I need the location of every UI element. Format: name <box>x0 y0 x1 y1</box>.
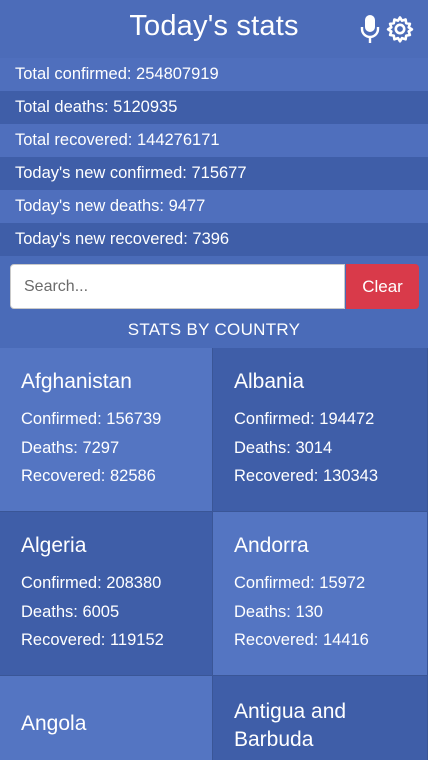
stat-new-deaths: Today's new deaths: 9477 <box>0 190 428 223</box>
stat-total-recovered: Total recovered: 144276171 <box>0 124 428 157</box>
app-header: Today's stats <box>0 0 428 58</box>
country-confirmed: Confirmed: 156739 <box>21 410 162 428</box>
country-confirmed: Confirmed: 15972 <box>234 574 366 592</box>
country-recovered: Recovered: 119152 <box>21 631 164 649</box>
country-recovered: Recovered: 130343 <box>234 467 379 485</box>
stat-total-confirmed: Total confirmed: 254807919 <box>0 58 428 91</box>
country-recovered: Recovered: 14416 <box>234 631 369 649</box>
country-card[interactable]: Albania Confirmed: 194472 Deaths: 3014 R… <box>213 348 428 512</box>
country-deaths: Deaths: 6005 <box>21 602 120 621</box>
clear-button[interactable]: Clear <box>346 264 419 309</box>
country-name: Albania <box>234 370 305 393</box>
stat-new-confirmed: Today's new confirmed: 715677 <box>0 157 428 190</box>
country-name: Algeria <box>21 534 87 557</box>
country-grid: Afghanistan Confirmed: 156739 Deaths: 72… <box>0 348 428 760</box>
country-card[interactable]: Algeria Confirmed: 208380 Deaths: 6005 R… <box>0 512 213 676</box>
country-deaths: Deaths: 3014 <box>234 438 333 457</box>
country-card[interactable]: Andorra Confirmed: 15972 Deaths: 130 Rec… <box>213 512 428 676</box>
country-recovered: Recovered: 82586 <box>21 467 156 485</box>
header-actions <box>360 14 414 44</box>
country-deaths: Deaths: 7297 <box>21 438 120 457</box>
country-confirmed: Confirmed: 208380 <box>21 574 162 592</box>
search-bar: Clear <box>0 256 428 312</box>
global-stats-list: Total confirmed: 254807919 Total deaths:… <box>0 58 428 256</box>
stat-new-recovered: Today's new recovered: 7396 <box>0 223 428 256</box>
gear-icon[interactable] <box>386 15 414 43</box>
country-confirmed: Confirmed: 194472 <box>234 410 375 428</box>
country-card[interactable]: Antigua and Barbuda <box>213 676 428 760</box>
section-heading: STATS BY COUNTRY <box>127 320 301 339</box>
country-name: Angola <box>21 712 87 735</box>
country-name: Andorra <box>234 534 309 557</box>
country-card[interactable]: Afghanistan Confirmed: 156739 Deaths: 72… <box>0 348 213 512</box>
microphone-icon[interactable] <box>360 14 380 44</box>
country-deaths: Deaths: 130 <box>234 602 323 621</box>
country-card[interactable]: Angola <box>0 676 213 760</box>
page-title: Today's stats <box>129 10 299 42</box>
country-name: Afghanistan <box>21 370 132 393</box>
stat-total-deaths: Total deaths: 5120935 <box>0 91 428 124</box>
search-input[interactable] <box>10 264 345 309</box>
country-name: Antigua and Barbuda <box>234 700 347 751</box>
